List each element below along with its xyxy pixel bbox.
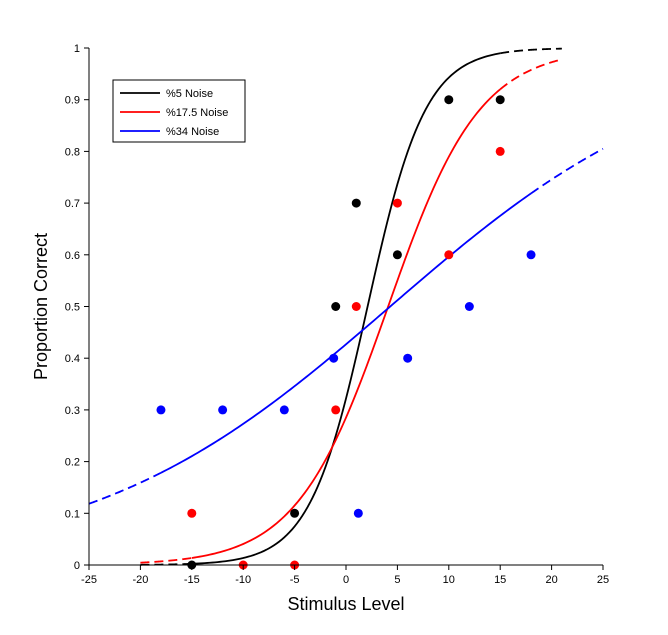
y-tick-label: 0.9 (65, 95, 80, 107)
data-point-17-5-noise (351, 302, 361, 311)
data-point-5-noise (495, 95, 505, 105)
fit-curve-dashed-right-34-noise (530, 148, 604, 195)
curves-layer (88, 47, 604, 566)
legend-label-17-5-noise: %17.5 Noise (166, 107, 228, 119)
y-axis-title: Proportion Correct (31, 233, 51, 380)
x-tick-label: -15 (184, 574, 200, 586)
data-point-5-noise (444, 95, 454, 105)
x-tick-label: -10 (235, 574, 251, 586)
legend: %5 Noise %17.5 Noise %34 Noise (112, 79, 246, 143)
data-point-34-noise (329, 353, 339, 363)
fit-curve-dashed-left-17-5-noise (140, 557, 192, 564)
x-tick-label: 10 (443, 574, 455, 586)
y-tick-label: 0.2 (65, 457, 80, 469)
data-point-34-noise (156, 405, 166, 415)
data-point-5-noise (331, 302, 341, 311)
legend-label-34-noise: %34 Noise (166, 126, 219, 138)
points-layer (156, 95, 536, 570)
data-point-34-noise (464, 302, 474, 311)
data-point-17-5-noise (444, 250, 454, 260)
data-point-17-5-noise (495, 146, 505, 156)
fit-curve-dashed-right-17-5-noise (499, 58, 563, 90)
x-tick-label: -25 (81, 574, 97, 586)
y-tick-label: 0.5 (65, 302, 80, 314)
y-tick-label: 0.3 (65, 405, 80, 417)
y-tick-label: 0.8 (65, 146, 80, 158)
fit-curve-dashed-right-5-noise (500, 47, 562, 55)
y-tick-label: 0 (74, 560, 80, 572)
y-tick-label: 1 (74, 43, 80, 55)
legend-label-5-noise: %5 Noise (166, 88, 213, 100)
data-point-34-noise (353, 508, 363, 518)
axes-layer: -25 -20 -15 -10 -5 0 5 10 15 20 25 0 0.1 0.2 0.3 0.4 0.… (65, 43, 609, 586)
data-point-17-5-noise (331, 405, 341, 415)
x-tick-label: 5 (394, 574, 400, 586)
y-tick-label: 0.1 (65, 508, 80, 520)
data-point-34-noise (279, 405, 289, 415)
data-point-17-5-noise (392, 198, 402, 208)
data-point-17-5-noise (187, 508, 197, 518)
x-tick-label: 0 (343, 574, 349, 586)
data-point-34-noise (218, 405, 228, 415)
fit-curve-solid-34-noise (160, 192, 532, 474)
y-tick-label: 0.4 (65, 353, 80, 365)
fit-curve-solid-5-noise (191, 52, 501, 565)
data-point-5-noise (290, 508, 300, 518)
y-ticks: 0 0.1 0.2 0.3 0.4 0.5 0.6 0.7 0.8 0.9 1 (65, 43, 89, 572)
fit-curve-dashed-left-34-noise (88, 471, 162, 505)
legend-items: %5 Noise %17.5 Noise %34 Noise (120, 88, 228, 138)
x-tick-label: -20 (132, 574, 148, 586)
x-tick-label: 25 (597, 574, 609, 586)
data-point-34-noise (403, 353, 413, 363)
x-tick-label: 15 (494, 574, 506, 586)
data-point-34-noise (526, 250, 536, 260)
x-tick-label: -5 (290, 574, 300, 586)
data-point-5-noise (351, 198, 361, 208)
x-axis-title: Stimulus Level (287, 594, 404, 614)
x-ticks: -25 -20 -15 -10 -5 0 5 10 15 20 25 (81, 565, 609, 586)
fit-curve-solid-17-5-noise (191, 88, 501, 559)
y-tick-label: 0.7 (65, 198, 80, 210)
data-point-5-noise (392, 250, 402, 260)
y-tick-label: 0.6 (65, 250, 80, 262)
x-tick-label: 20 (545, 574, 557, 586)
